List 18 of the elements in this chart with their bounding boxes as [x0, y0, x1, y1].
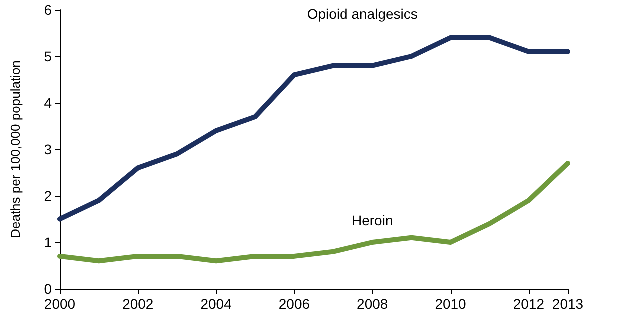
- text: Opioid analgesics: [307, 6, 418, 22]
- series-label: Heroin: [352, 212, 394, 228]
- y-tick-label: 0: [44, 281, 52, 297]
- y-tick-label: 6: [44, 2, 52, 18]
- x-tick-label: 2000: [44, 296, 76, 311]
- x-tick-label: 2013: [552, 296, 584, 311]
- x-tick-label: 2006: [278, 296, 310, 311]
- x-tick-label: 2002: [122, 296, 154, 311]
- y-axis-title: Deaths per 100,000 population: [8, 60, 23, 238]
- x-tick-label: 2004: [200, 296, 232, 311]
- y-tick-label: 1: [44, 234, 52, 250]
- y-tick-label: 4: [44, 95, 52, 111]
- x-tick-label: 2010: [435, 296, 467, 311]
- x-tick-label: 2008: [357, 296, 388, 311]
- y-tick-label: 5: [44, 48, 52, 64]
- x-tick-label: 2012: [513, 296, 545, 311]
- y-tick-label: 2: [44, 188, 52, 204]
- y-tick-label: 3: [44, 142, 52, 158]
